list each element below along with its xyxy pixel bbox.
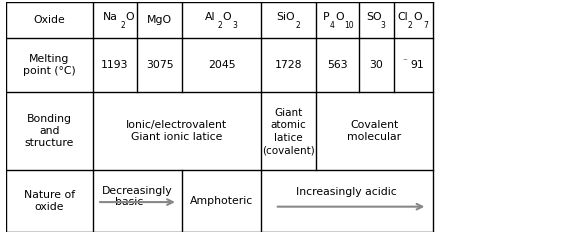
Text: Nature of
oxide: Nature of oxide [23,190,75,212]
Text: (covalent): (covalent) [262,146,315,155]
Text: 2: 2 [408,21,412,30]
Text: Covalent: Covalent [350,120,399,130]
Text: 91: 91 [411,60,424,70]
Text: Cl: Cl [398,12,408,22]
Text: 2: 2 [120,21,125,30]
Text: 3: 3 [380,21,386,30]
Text: 1728: 1728 [275,60,302,70]
Text: Giant: Giant [274,108,303,118]
Text: Oxide: Oxide [33,15,65,25]
Text: O: O [125,12,134,22]
Text: basic: basic [116,197,144,207]
Text: MgO: MgO [148,15,172,25]
Text: 2: 2 [217,21,222,30]
Text: O: O [414,12,422,22]
Text: 30: 30 [370,60,383,70]
Text: Amphoteric: Amphoteric [190,196,253,206]
Text: ⁻: ⁻ [403,57,407,66]
Text: 1193: 1193 [101,60,129,70]
Text: 2045: 2045 [208,60,235,70]
Text: Ionic/electrovalent: Ionic/electrovalent [126,120,227,130]
Text: Bonding
and
structure: Bonding and structure [25,114,74,148]
Text: SiO: SiO [276,12,295,22]
Text: 4: 4 [329,21,334,30]
Text: 3: 3 [232,21,237,30]
Text: Al: Al [205,12,215,22]
Text: atomic: atomic [271,120,306,130]
Text: P: P [323,12,330,22]
Text: 563: 563 [327,60,348,70]
Text: Na: Na [103,12,118,22]
Text: 7: 7 [423,21,428,30]
Text: Melting
point (°C): Melting point (°C) [23,54,76,76]
Text: molecular: molecular [347,132,402,143]
Text: SO: SO [367,12,382,22]
Text: 10: 10 [344,21,354,30]
Text: 2: 2 [296,21,300,30]
Text: Giant ionic latice: Giant ionic latice [131,132,223,142]
Text: O: O [335,12,344,22]
Text: latice: latice [274,133,303,143]
Text: 3075: 3075 [146,60,174,70]
Text: Increasingly acidic: Increasingly acidic [296,187,397,197]
Text: O: O [223,12,231,22]
Text: Decreasingly: Decreasingly [102,186,173,196]
